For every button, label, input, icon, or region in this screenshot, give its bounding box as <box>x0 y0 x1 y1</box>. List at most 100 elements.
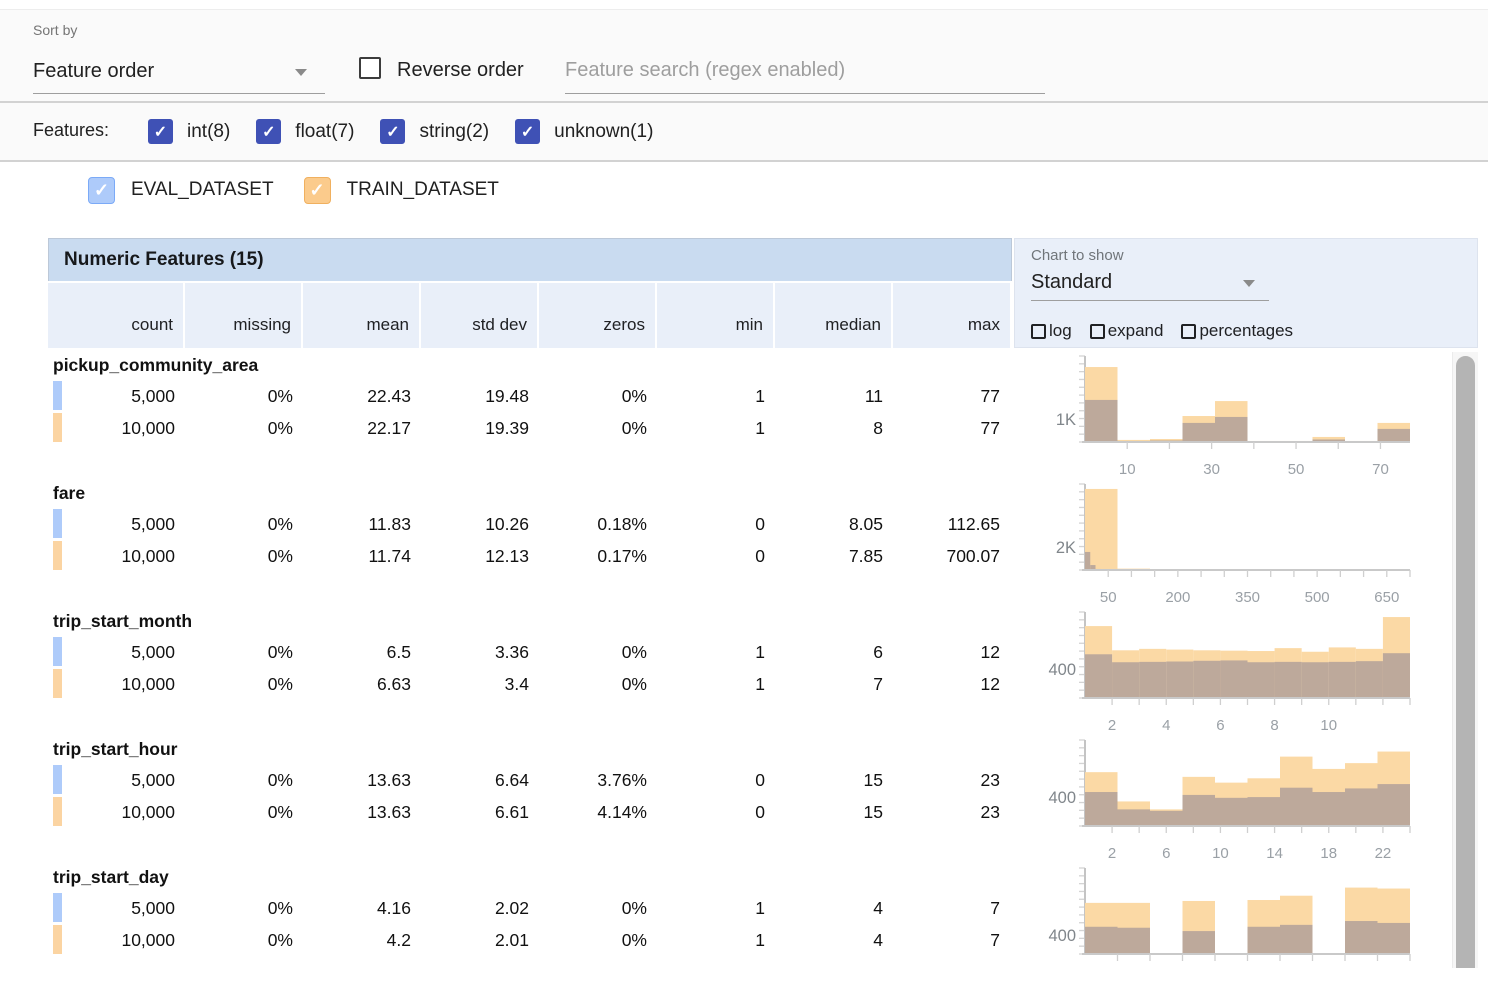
dataset-marker <box>53 925 62 954</box>
histogram-bar <box>1085 400 1118 442</box>
stat-value: 0% <box>185 380 303 412</box>
histogram-bar <box>1112 662 1139 698</box>
histogram-bar <box>1139 662 1166 698</box>
histogram-bar <box>1085 927 1118 954</box>
stat-value: 0% <box>539 668 657 700</box>
reverse-order-checkbox[interactable] <box>359 57 381 79</box>
feature-search-input[interactable] <box>565 48 1045 94</box>
feature-type-filter-int[interactable]: ✓int(8) <box>148 119 230 144</box>
chart-type-value: Standard <box>1031 271 1112 293</box>
stat-value: 1 <box>657 412 775 444</box>
checkbox-unchecked-icon[interactable] <box>1090 324 1105 339</box>
stat-value: 0% <box>185 892 303 924</box>
dataset-toggle-eval_dataset[interactable]: ✓EVAL_DATASET <box>88 177 274 204</box>
stat-value: 0% <box>185 412 303 444</box>
histogram-bar <box>1313 792 1346 826</box>
chart-type-select[interactable]: Standard <box>1031 267 1269 301</box>
svg-text:10: 10 <box>1119 461 1136 478</box>
column-header-count: count <box>48 283 185 348</box>
histogram-bar <box>1356 661 1383 698</box>
stat-value: 11.83 <box>303 508 421 540</box>
filter-label: unknown(1) <box>554 121 653 143</box>
stat-value: 22.43 <box>303 380 421 412</box>
stat-value: 19.48 <box>421 380 539 412</box>
chart-option-expand[interactable]: expand <box>1090 321 1164 341</box>
stat-value: 10,000 <box>48 412 185 444</box>
stat-value: 6.63 <box>303 668 421 700</box>
checkbox-unchecked-icon[interactable] <box>1181 324 1196 339</box>
histogram-bar <box>1183 423 1216 442</box>
stat-value: 6.61 <box>421 796 539 828</box>
chart-to-show-label: Chart to show <box>1031 247 1124 264</box>
histogram-bar <box>1383 653 1410 698</box>
sort-by-label: Sort by <box>33 22 77 38</box>
stat-value: 5,000 <box>48 764 185 796</box>
stat-value: 0% <box>539 412 657 444</box>
histogram-bar <box>1150 811 1183 826</box>
stat-value: 0 <box>657 508 775 540</box>
numeric-features-title: Numeric Features (15) <box>48 238 1012 281</box>
vertical-scrollbar-thumb[interactable] <box>1456 356 1475 968</box>
histogram-bar <box>1378 784 1411 826</box>
stat-value: 3.76% <box>539 764 657 796</box>
stat-value: 6.64 <box>421 764 539 796</box>
histogram-bar <box>1378 923 1411 954</box>
stat-value: 12.13 <box>421 540 539 572</box>
features-filter-label: Features: <box>33 120 109 141</box>
feature-type-filter-string[interactable]: ✓string(2) <box>380 119 489 144</box>
svg-text:70: 70 <box>1372 461 1389 478</box>
stat-value: 700.07 <box>893 540 1010 572</box>
svg-text:22: 22 <box>1375 845 1392 862</box>
histogram-bar <box>1302 662 1329 698</box>
sort-by-value: Feature order <box>33 60 154 82</box>
vertical-scrollbar[interactable] <box>1452 352 1478 968</box>
chart-option-log[interactable]: log <box>1031 321 1072 341</box>
stat-value: 3.4 <box>421 668 539 700</box>
chart-option-label: expand <box>1108 321 1164 341</box>
chart-option-label: percentages <box>1199 321 1293 341</box>
stat-value: 0 <box>657 796 775 828</box>
svg-text:2: 2 <box>1108 845 1116 862</box>
svg-text:400: 400 <box>1048 661 1076 679</box>
histogram-bar <box>1085 552 1090 570</box>
stat-value: 0% <box>539 380 657 412</box>
dataset-checkbox-icon[interactable]: ✓ <box>304 177 331 204</box>
svg-text:6: 6 <box>1162 845 1170 862</box>
stat-value: 77 <box>893 412 1010 444</box>
checkbox-checked-icon[interactable]: ✓ <box>515 119 540 144</box>
dataset-checkbox-icon[interactable]: ✓ <box>88 177 115 204</box>
histogram-bar <box>1183 931 1216 954</box>
histogram-bar <box>1378 429 1411 442</box>
svg-text:18: 18 <box>1320 845 1337 862</box>
feature-type-filter-float[interactable]: ✓float(7) <box>256 119 354 144</box>
chart-option-percentages[interactable]: percentages <box>1181 321 1293 341</box>
dataset-toggle-train_dataset[interactable]: ✓TRAIN_DATASET <box>304 177 499 204</box>
checkbox-checked-icon[interactable]: ✓ <box>148 119 173 144</box>
stat-value: 2.01 <box>421 924 539 956</box>
stat-value: 1 <box>657 892 775 924</box>
column-header-mean: mean <box>303 283 421 348</box>
stat-value: 6.5 <box>303 636 421 668</box>
stat-value: 13.63 <box>303 764 421 796</box>
histogram-bar <box>1118 809 1151 826</box>
checkbox-unchecked-icon[interactable] <box>1031 324 1046 339</box>
checkbox-checked-icon[interactable]: ✓ <box>380 119 405 144</box>
feature-type-filter-unknown[interactable]: ✓ unknown(1) <box>515 119 653 144</box>
checkbox-checked-icon[interactable]: ✓ <box>256 119 281 144</box>
histogram-bar <box>1166 662 1193 699</box>
svg-text:50: 50 <box>1288 461 1305 478</box>
facets-overview: Sort by Feature order Reverse order Feat… <box>0 0 1488 968</box>
histogram-bar <box>1193 661 1220 698</box>
sort-by-select[interactable]: Feature order <box>33 50 325 94</box>
histogram-bar <box>1280 925 1313 954</box>
